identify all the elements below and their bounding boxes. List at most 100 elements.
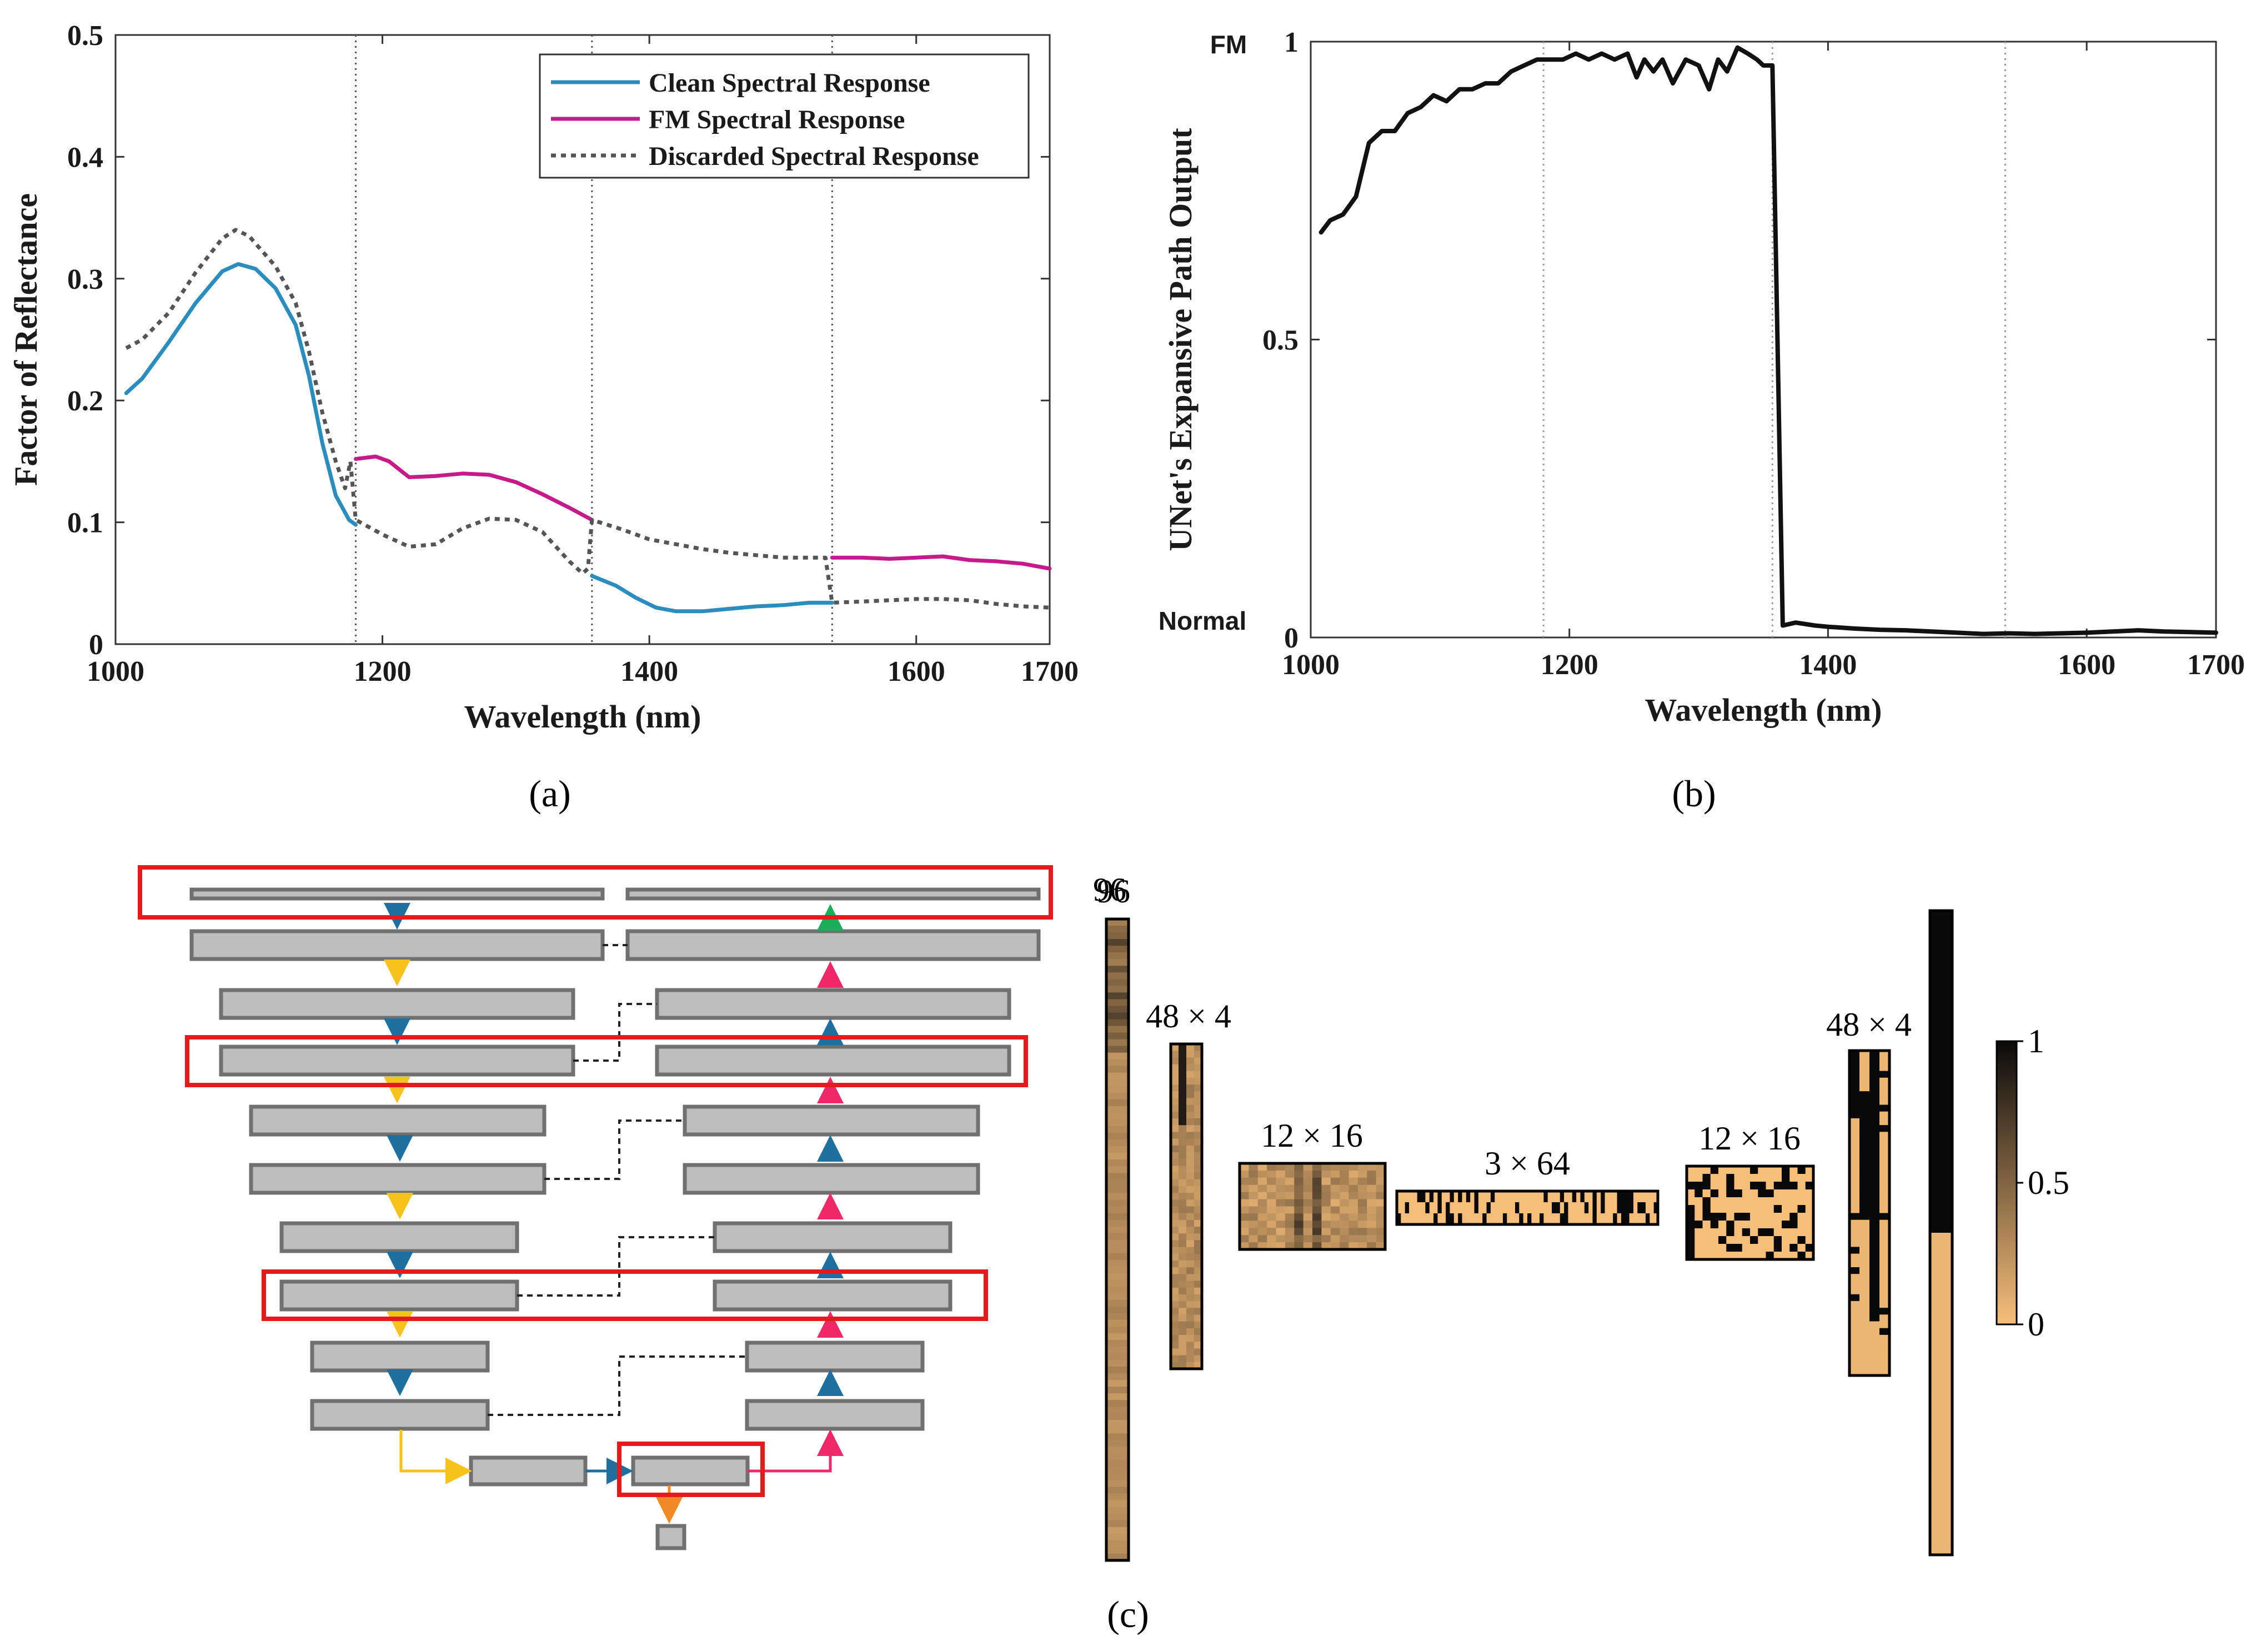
heatmap-cell [1930,1373,1953,1381]
heatmap-cell [1507,1191,1512,1203]
heatmap-cell [1429,1213,1434,1225]
heatmap-cell [1766,1244,1774,1252]
heatmap-cell [1357,1177,1367,1186]
heatmap-cell [1194,1362,1202,1369]
heatmap-1: 48 × 4 [1146,998,1231,1370]
heatmap-cell [1376,1213,1386,1221]
heatmap-cell [1930,971,1953,978]
heatmap-cell [1726,1189,1735,1198]
heatmap-cell [1527,1202,1532,1214]
heatmap-cell [1376,1184,1386,1193]
heatmap-cell [1106,1507,1129,1514]
heatmap-cell [1186,1179,1195,1187]
heatmap-cell [1276,1170,1286,1178]
heatmap-cell [1556,1191,1561,1203]
heatmap-cell [1527,1213,1532,1225]
heatmap-cell [1106,1467,1129,1474]
heatmap-cell [1321,1228,1331,1236]
x-axis-label: Wavelength (nm) [464,699,701,735]
heatmap-cell [1869,1138,1880,1146]
heatmap-cell [1106,1032,1129,1040]
heatmap-cell [1930,1259,1953,1267]
heatmap-cell [1859,1125,1870,1132]
heatmap-cell [1348,1177,1358,1186]
heatmap-cell [1742,1221,1751,1229]
heatmap-cell [1879,1145,1890,1153]
heatmap-cell [1617,1213,1622,1225]
heatmap-cell [1179,1253,1187,1261]
heatmap-cell [1596,1213,1601,1225]
heatmap-cell [1106,1173,1129,1180]
heatmap-cell [1782,1213,1790,1221]
heatmap-cell [1734,1166,1743,1174]
heatmap-cell [1453,1191,1458,1203]
heatmap-cell [1849,1260,1860,1268]
heatmap-cell [1726,1252,1735,1260]
heatmap-cell [1276,1192,1286,1200]
heatmap-cell [1312,1206,1322,1214]
heatmap-cell [1357,1170,1367,1178]
heatmap-cell [1849,1253,1860,1261]
heatmap-cell [1249,1228,1259,1236]
heatmap-cell [1240,1199,1249,1207]
heatmap-cell [1766,1166,1774,1174]
heatmap-cell [1186,1186,1195,1193]
heatmap-cell [1568,1213,1573,1225]
heatmap-cell [1930,1005,1953,1012]
heatmap-cell [1849,1084,1860,1092]
heatmap-cell [1171,1287,1179,1295]
heatmap-cell [1106,939,1129,946]
heatmap-cell [1773,1205,1782,1213]
heatmap-cell [1367,1228,1377,1236]
heatmap-cell [1171,1342,1179,1349]
heatmap-cell [1106,1493,1129,1501]
heatmap-cell [1879,1355,1890,1363]
heatmap-cell [1879,1125,1890,1132]
heatmap-5: 48 × 4 [1826,1006,1912,1377]
heatmap-cell [1340,1221,1350,1228]
heatmap-cell [1859,1247,1870,1254]
heatmap-cell [1859,1274,1870,1281]
heatmap-cell [1240,1206,1249,1214]
heatmap-cell [1859,1219,1870,1227]
heatmap-cell [1687,1252,1695,1260]
heatmap-cell [1276,1242,1286,1250]
heatmap-cell [1294,1242,1304,1250]
heatmap-cell [1474,1213,1479,1225]
x-tick-label: 1200 [354,656,412,687]
heatmap-cell [1869,1064,1880,1072]
heatmap-cell [1312,1221,1322,1228]
heatmap-cell [1576,1202,1581,1214]
heatmap-cell [1106,1393,1129,1400]
heatmap-cell [1702,1182,1711,1190]
heatmap-cell [1171,1159,1179,1166]
heatmap-cell [1742,1182,1751,1190]
heatmap-cell [1106,1039,1129,1047]
heatmap-cell [1930,1078,1953,1086]
heatmap-cell [1257,1221,1267,1228]
heatmap-cell [1519,1191,1524,1203]
heatmap-cell [1543,1202,1548,1214]
heatmap-cell [1849,1267,1860,1274]
heatmap-cell [1601,1213,1606,1225]
heatmap-cell [1357,1199,1367,1207]
heatmap-cell [1879,1057,1890,1064]
heatmap-cell [1249,1213,1259,1221]
heatmap-cell [1773,1252,1782,1260]
heatmap-cell [1194,1308,1202,1315]
heatmap-cell [1782,1228,1790,1237]
heatmap-cell [1267,1242,1277,1250]
heatmap-cell [1405,1213,1410,1225]
heatmap-cell [1267,1228,1277,1236]
heatmap-cell [1450,1202,1455,1214]
heatmap-cell [1879,1091,1890,1098]
heatmap-cell [1718,1244,1727,1252]
heatmap-cell [1540,1213,1544,1225]
heatmap-cell [1179,1172,1187,1180]
heatmap-cell [1458,1213,1463,1225]
heatmap-cell [1588,1202,1593,1214]
heatmap-cell [1240,1242,1249,1250]
heatmap-cell [1294,1184,1304,1193]
heatmap-cell [1106,1066,1129,1073]
heatmap-cell [1186,1132,1195,1139]
